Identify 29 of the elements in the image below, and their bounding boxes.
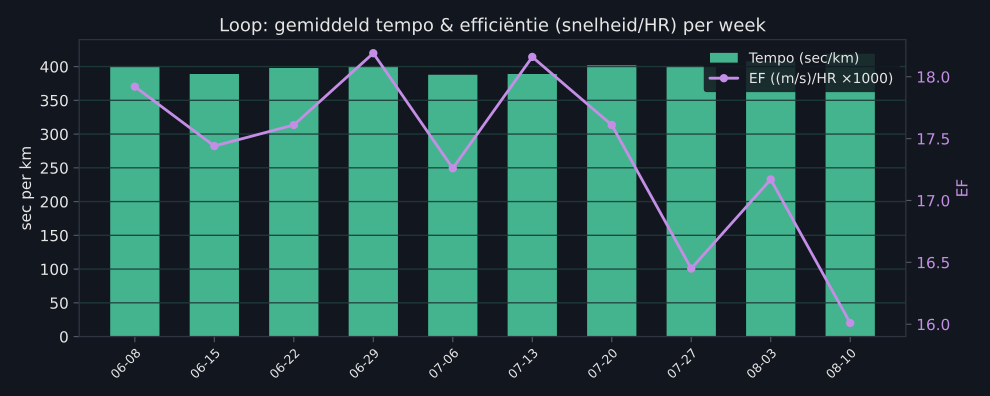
y-tick-label: 400 — [40, 61, 68, 73]
y2-tick-label: 17.5 — [918, 133, 949, 145]
point — [608, 120, 616, 130]
y-axis-title: sec per km — [19, 147, 34, 230]
y2-tick-label: 16.0 — [918, 318, 950, 330]
y-tick-label: 250 — [40, 162, 68, 174]
point — [448, 164, 457, 172]
y-tick-label: 0 — [60, 331, 68, 343]
y-tick-label: 150 — [41, 230, 68, 242]
point — [766, 175, 775, 184]
y2-tick-label: 16.5 — [918, 256, 949, 268]
y-tick-label: 50 — [50, 297, 68, 309]
y2-tick-label: 17.0 — [918, 194, 950, 206]
y2-tick-label: 18.0 — [918, 71, 950, 83]
y2-axis-title: EF — [956, 180, 968, 196]
point — [210, 142, 218, 150]
legend-label: EF ((m/s)/HR ×1000) — [750, 72, 892, 85]
point — [369, 49, 378, 58]
chart-title: Loop: gemiddeld tempo & efficiëntie (snelheid/HR) per week — [220, 18, 766, 36]
point — [130, 82, 140, 91]
y-tick-label: 350 — [40, 94, 68, 106]
y-tick-label: 300 — [40, 128, 68, 140]
point — [846, 318, 854, 328]
point — [687, 264, 696, 273]
point — [528, 52, 536, 62]
y-tick-label: 200 — [40, 196, 68, 208]
y-tick-label: 100 — [41, 264, 68, 276]
point — [290, 120, 298, 130]
legend-label: Tempo (sec/km) — [748, 52, 858, 66]
